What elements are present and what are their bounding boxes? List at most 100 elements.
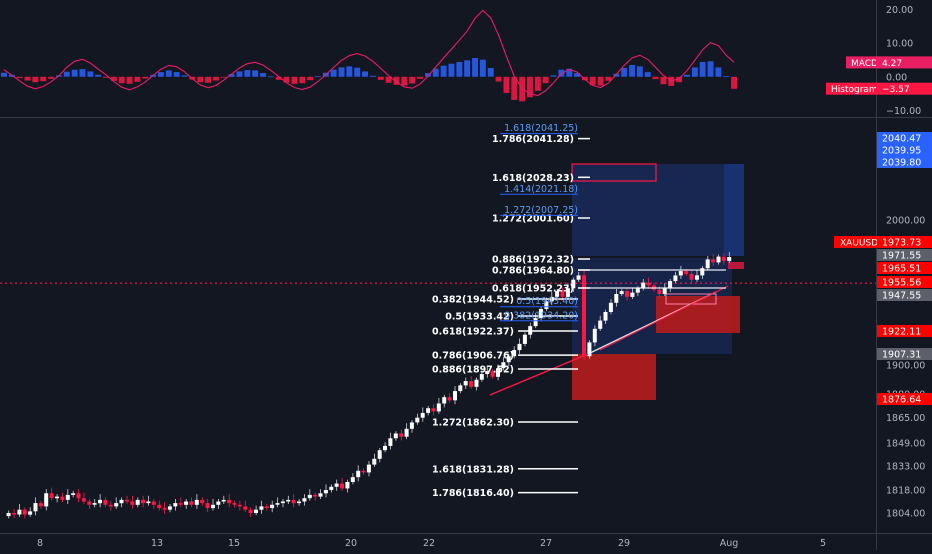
histogram-bar	[707, 61, 714, 77]
candle	[409, 422, 414, 429]
candle	[625, 291, 629, 297]
candle	[512, 350, 517, 357]
candle	[350, 477, 355, 482]
target-rect[interactable]	[571, 163, 657, 182]
candle	[415, 417, 420, 423]
candle	[501, 362, 506, 369]
fib-label-mid: 1.272(2001.60)	[492, 214, 574, 225]
candle	[221, 499, 226, 502]
candle	[22, 509, 27, 515]
candle	[474, 379, 479, 387]
time-axis-tick: 22	[423, 538, 435, 549]
candle	[108, 504, 113, 507]
histogram-bar	[691, 67, 698, 77]
histogram-bar	[440, 65, 447, 77]
histogram-bar	[220, 76, 227, 78]
histogram-bar	[542, 76, 549, 84]
price-badge	[877, 276, 932, 288]
fib-label-blue: 0.382(1934.20)	[504, 310, 578, 321]
candle	[65, 494, 70, 500]
histogram-bar	[228, 74, 235, 77]
histogram-bar	[362, 71, 368, 77]
candle	[571, 279, 576, 289]
time-axis: 8 13 15 20 22 27 29 Aug 5	[0, 533, 932, 549]
price-badge-text: 2040.47	[882, 134, 921, 145]
candle	[404, 428, 409, 437]
macd-line	[3, 9, 735, 97]
time-axis-tick: 29	[618, 538, 630, 549]
candle	[313, 494, 318, 497]
histogram-bar	[723, 76, 730, 77]
histogram-bar	[118, 76, 125, 84]
candle	[162, 508, 167, 510]
histogram-bar	[330, 69, 337, 77]
candle	[216, 501, 221, 505]
fib-label-blue: 0.5(1943.40)	[516, 296, 578, 307]
candle	[12, 513, 16, 515]
candle	[496, 368, 500, 377]
price-badge	[877, 236, 932, 248]
histogram-bar	[165, 70, 172, 77]
candle	[275, 503, 280, 505]
histogram-bar	[48, 76, 54, 79]
histogram-bar	[479, 59, 486, 77]
histogram-bar	[63, 71, 70, 77]
candle	[469, 381, 474, 387]
histogram-bar	[448, 63, 455, 77]
histogram-bar	[307, 76, 314, 81]
candle	[98, 499, 102, 504]
candle	[372, 458, 377, 465]
candle	[711, 259, 716, 263]
symbol-label: XAUUSD	[840, 239, 878, 249]
time-axis-tick: Aug	[720, 538, 739, 549]
histogram-bar	[158, 72, 164, 77]
candle	[184, 501, 189, 505]
candle	[173, 503, 178, 507]
price-badge-text: 1973.73	[882, 238, 921, 249]
histogram-bar	[370, 75, 376, 77]
price-badge	[877, 262, 932, 274]
time-axis-tick: 13	[151, 538, 163, 549]
histogram-bar	[511, 76, 518, 100]
candle	[33, 503, 38, 512]
candle	[87, 501, 92, 505]
trendline-red-1[interactable]	[489, 353, 589, 396]
candle	[259, 506, 264, 510]
histogram-bar	[299, 76, 306, 84]
histogram-label-badge	[826, 82, 878, 95]
marker-rect[interactable]	[728, 262, 744, 269]
price-axis-tick: 1849.00	[886, 439, 925, 450]
histogram-bar	[660, 76, 667, 85]
histogram-value: −3.57	[882, 85, 910, 95]
price-axis-tick: 1833.00	[886, 462, 925, 473]
histogram-bar	[629, 65, 635, 77]
fib-label-left: 0.786(1906.76)	[432, 351, 514, 362]
fib-label-left: 1.618(1831.28)	[432, 464, 514, 475]
price-badge	[877, 348, 932, 360]
macd-axis-tick: 20.00	[886, 5, 913, 16]
candle	[544, 301, 549, 309]
candle	[582, 275, 586, 357]
histogram-bar	[197, 76, 204, 83]
histogram-bar	[582, 76, 588, 81]
candle	[323, 490, 328, 494]
fib-label-blue: 1.618(2041.25)	[504, 123, 578, 134]
price-badge-text: 1965.51	[882, 264, 921, 275]
histogram-bar	[79, 69, 86, 77]
candle	[270, 504, 275, 509]
target-zone-blue[interactable]	[572, 164, 744, 256]
candle	[592, 328, 597, 343]
candle	[393, 433, 398, 439]
candle	[603, 312, 608, 321]
candle	[356, 470, 361, 478]
candle	[243, 506, 248, 510]
target-zone-blue-edge[interactable]	[724, 164, 744, 256]
candle	[340, 483, 344, 489]
stop-zone-red-1[interactable]	[572, 354, 656, 400]
histogram-bar	[103, 76, 109, 78]
price-pane: 0.382(1944.52) 0.5(1933.42) 0.618(1922.37)…	[0, 123, 876, 519]
trendline-red-2[interactable]	[599, 285, 729, 351]
histogram-bar	[1, 72, 7, 77]
candle	[565, 288, 570, 297]
